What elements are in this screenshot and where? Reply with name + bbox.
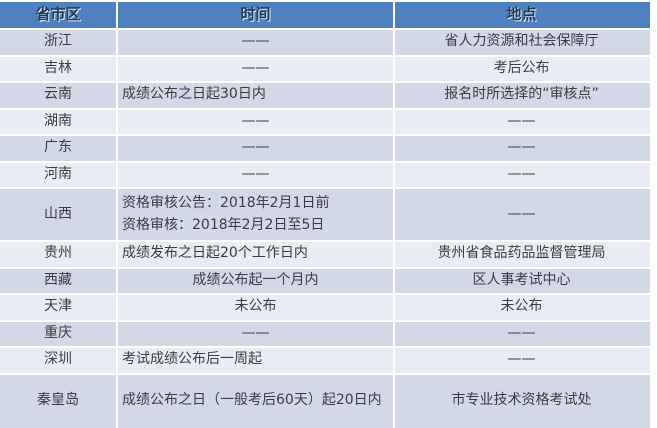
table-body: 浙江 —— 省人力资源和社会保障厅 吉林 —— 考后公布 云南 成绩公布之日起30日内 报名时所…	[0, 30, 650, 428]
time-cell: 成绩公布之日（一般考后60天）起20日内	[118, 374, 395, 428]
region-cell: 贵州	[0, 242, 118, 267]
table-header-row: 省市区 时间 地点	[0, 2, 650, 30]
table-row: 湖南 —— ——	[0, 109, 650, 136]
time-cell: 成绩公布之日起30日内	[118, 83, 395, 108]
place-cell: 考后公布	[493, 59, 550, 76]
table-row: 山西 资格审核公告：2018年2月1日前 资格审核：2018年2月2日至5日 ——	[0, 189, 650, 242]
time-cell: ——	[118, 162, 395, 187]
table-row: 深圳 考试成绩公布后一周起 ——	[0, 348, 650, 375]
time-cell: ——	[118, 136, 395, 161]
time-cell: ——	[118, 321, 395, 346]
table-row: 贵州 成绩发布之日起20个工作日内 贵州省食品药品监督管理局	[0, 242, 650, 269]
time-cell: 成绩发布之日起20个工作日内	[118, 242, 395, 267]
place-cell: ——	[507, 351, 536, 368]
place-cell: ——	[507, 205, 536, 222]
table-row: 秦皇岛 成绩公布之日（一般考后60天）起20日内 市专业技术资格考试处	[0, 374, 650, 428]
table-row: 云南 成绩公布之日起30日内 报名时所选择的“审核点”	[0, 83, 650, 110]
region-cell: 西藏	[0, 268, 118, 293]
place-cell: ——	[507, 165, 536, 182]
region-cell: 浙江	[0, 30, 118, 55]
region-cell: 秦皇岛	[0, 374, 118, 428]
region-cell: 广东	[0, 136, 118, 161]
place-cell: 市专业技术资格考试处	[451, 392, 592, 409]
time-cell: 成绩公布起一个月内	[118, 268, 395, 293]
table-row: 广东 —— ——	[0, 136, 650, 163]
time-cell: ——	[118, 109, 395, 134]
region-cell: 云南	[0, 83, 118, 108]
table-row: 天津 未公布 未公布	[0, 295, 650, 322]
place-cell: 省人力资源和社会保障厅	[444, 33, 599, 50]
region-cell: 天津	[0, 295, 118, 320]
region-cell: 深圳	[0, 348, 118, 373]
region-cell: 山西	[0, 189, 118, 240]
place-cell: 区人事考试中心	[472, 271, 571, 288]
table-row: 西藏 成绩公布起一个月内 区人事考试中心	[0, 268, 650, 295]
table-row: 重庆 —— ——	[0, 321, 650, 348]
place-cell: 未公布	[500, 298, 543, 315]
place-cell: ——	[507, 139, 536, 156]
place-cell: 报名时所选择的“审核点”	[444, 86, 599, 103]
column-header-time: 时间	[118, 2, 395, 28]
region-cell: 湖南	[0, 109, 118, 134]
time-cell: 未公布	[118, 295, 395, 320]
region-cell: 重庆	[0, 321, 118, 346]
region-cell: 吉林	[0, 56, 118, 81]
table-row: 浙江 —— 省人力资源和社会保障厅	[0, 30, 650, 57]
column-header-region: 省市区	[0, 2, 118, 28]
time-cell: ——	[118, 30, 395, 55]
time-cell: 考试成绩公布后一周起	[118, 348, 395, 373]
time-cell: 资格审核公告：2018年2月1日前 资格审核：2018年2月2日至5日	[118, 189, 395, 240]
region-cell: 河南	[0, 162, 118, 187]
place-cell: 贵州省食品药品监督管理局	[437, 245, 606, 262]
place-cell: ——	[507, 112, 536, 129]
time-cell: ——	[118, 56, 395, 81]
table-row: 河南 —— ——	[0, 162, 650, 189]
column-header-place: 地点	[506, 5, 537, 24]
table-row: 吉林 —— 考后公布	[0, 56, 650, 83]
place-cell: ——	[507, 324, 536, 341]
